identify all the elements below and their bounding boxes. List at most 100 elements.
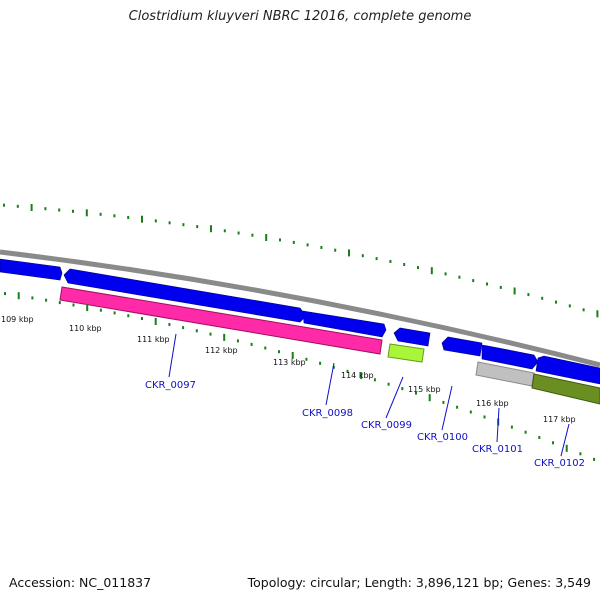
scale-tick <box>593 457 596 461</box>
gc-tick <box>168 221 171 225</box>
gc-tick <box>568 304 571 308</box>
map-title: Clostridium kluyveri NBRC 12016, complet… <box>128 9 472 24</box>
scale-tick <box>45 298 48 302</box>
scale-tick <box>524 430 527 434</box>
scale-tick <box>141 317 143 320</box>
gene-leader-line <box>560 423 570 457</box>
gene-arrow[interactable] <box>302 310 387 338</box>
kbp-label: 114 kbp <box>341 371 374 380</box>
gene-locus-tag[interactable]: CKR_0100 <box>417 432 468 443</box>
gene-locus-tag[interactable]: CKR_0099 <box>361 420 412 431</box>
scale-tick <box>99 308 102 312</box>
gc-tick <box>292 240 295 244</box>
scale-tick <box>456 405 459 409</box>
scale-tick <box>264 346 267 350</box>
scale-tick <box>17 292 20 300</box>
gc-tick <box>58 208 61 212</box>
scale-tick <box>195 329 198 333</box>
gene-locus-tag[interactable]: CKR_0101 <box>472 444 523 455</box>
gc-tick <box>44 207 47 211</box>
scale-tick <box>86 304 89 312</box>
gc-tick <box>210 225 212 233</box>
kbp-label: 112 kbp <box>205 346 238 355</box>
scale-tick <box>236 339 239 343</box>
gc-content-track <box>3 203 599 318</box>
gc-tick <box>127 216 130 219</box>
scale-tick <box>250 342 253 346</box>
gc-tick <box>472 279 475 283</box>
gene-arrow[interactable] <box>441 336 483 357</box>
feature-lime[interactable] <box>387 343 425 363</box>
gc-tick <box>30 204 33 211</box>
gc-tick <box>403 263 406 266</box>
gc-tick <box>3 203 5 207</box>
gene-leader-line <box>385 376 404 419</box>
scale-tick <box>332 365 335 369</box>
scale-tick <box>58 301 61 305</box>
gc-tick <box>499 285 502 289</box>
scale-tick <box>579 452 582 456</box>
scale-tick <box>510 425 513 429</box>
scale-tick <box>428 394 431 402</box>
scale-tick <box>442 400 445 404</box>
gc-tick <box>527 293 530 297</box>
scale-tick <box>346 369 349 373</box>
gc-tick <box>85 209 88 217</box>
gc-tick <box>444 272 447 276</box>
scale-tick <box>387 382 390 386</box>
gene-leader-line <box>496 407 500 443</box>
feature-magenta[interactable] <box>59 286 383 355</box>
gc-tick <box>541 296 544 300</box>
gc-tick <box>113 214 116 218</box>
gc-tick <box>389 260 392 263</box>
gene-arrow[interactable] <box>393 327 431 347</box>
scale-tick <box>552 441 554 445</box>
scale-tick <box>565 444 568 452</box>
gene-leader-line <box>325 362 335 406</box>
gc-tick <box>141 215 143 223</box>
scale-tick <box>319 361 322 365</box>
kbp-label: 110 kbp <box>69 324 102 333</box>
feature-olive[interactable] <box>531 373 600 405</box>
gc-tick <box>486 282 488 286</box>
scale-tick <box>182 326 185 330</box>
scale-tick <box>415 391 417 395</box>
gene-labels: CKR_0097 CKR_0098 CKR_0099 CKR_0100 CKR_0101… <box>145 333 585 469</box>
gc-tick <box>596 310 599 318</box>
gene-arrow[interactable] <box>535 355 600 385</box>
gc-tick <box>237 231 240 235</box>
gc-tick <box>361 254 364 258</box>
scale-tick <box>538 436 541 439</box>
genome-backbone <box>0 249 600 368</box>
gc-tick <box>182 223 185 227</box>
gene-leader-line <box>168 333 177 378</box>
gc-tick <box>223 229 226 233</box>
scale-tick <box>113 311 116 315</box>
gc-tick <box>458 275 461 279</box>
gc-tick <box>306 243 309 247</box>
scale-tick <box>469 410 472 414</box>
gc-tick <box>72 209 74 213</box>
gc-tick <box>375 257 378 261</box>
gc-tick <box>430 267 433 275</box>
kbp-label: 117 kbp <box>543 415 576 424</box>
kbp-label: 113 kbp <box>273 358 306 367</box>
scale-tick <box>209 332 212 336</box>
gc-tick <box>513 287 516 295</box>
gc-tick <box>417 266 419 270</box>
kbp-label: 116 kbp <box>476 399 509 408</box>
gene-locus-tag[interactable]: CKR_0098 <box>302 408 353 419</box>
gc-tick <box>154 219 157 223</box>
gene-locus-tag[interactable]: CKR_0102 <box>534 458 585 469</box>
scale-tick <box>72 303 75 307</box>
gene-locus-tag[interactable]: CKR_0097 <box>145 380 196 391</box>
scale-tick <box>223 333 226 341</box>
gc-tick <box>99 212 102 216</box>
scale-tick <box>373 378 376 382</box>
gene-arrow[interactable] <box>0 258 63 281</box>
scale-track: 109 kbp 110 kbp 111 kbp 112 kbp 113 kbp 114 k… <box>1 292 596 461</box>
accession-text: Accession: NC_011837 <box>9 575 152 590</box>
gc-tick <box>265 234 268 241</box>
scale-tick <box>127 314 130 318</box>
